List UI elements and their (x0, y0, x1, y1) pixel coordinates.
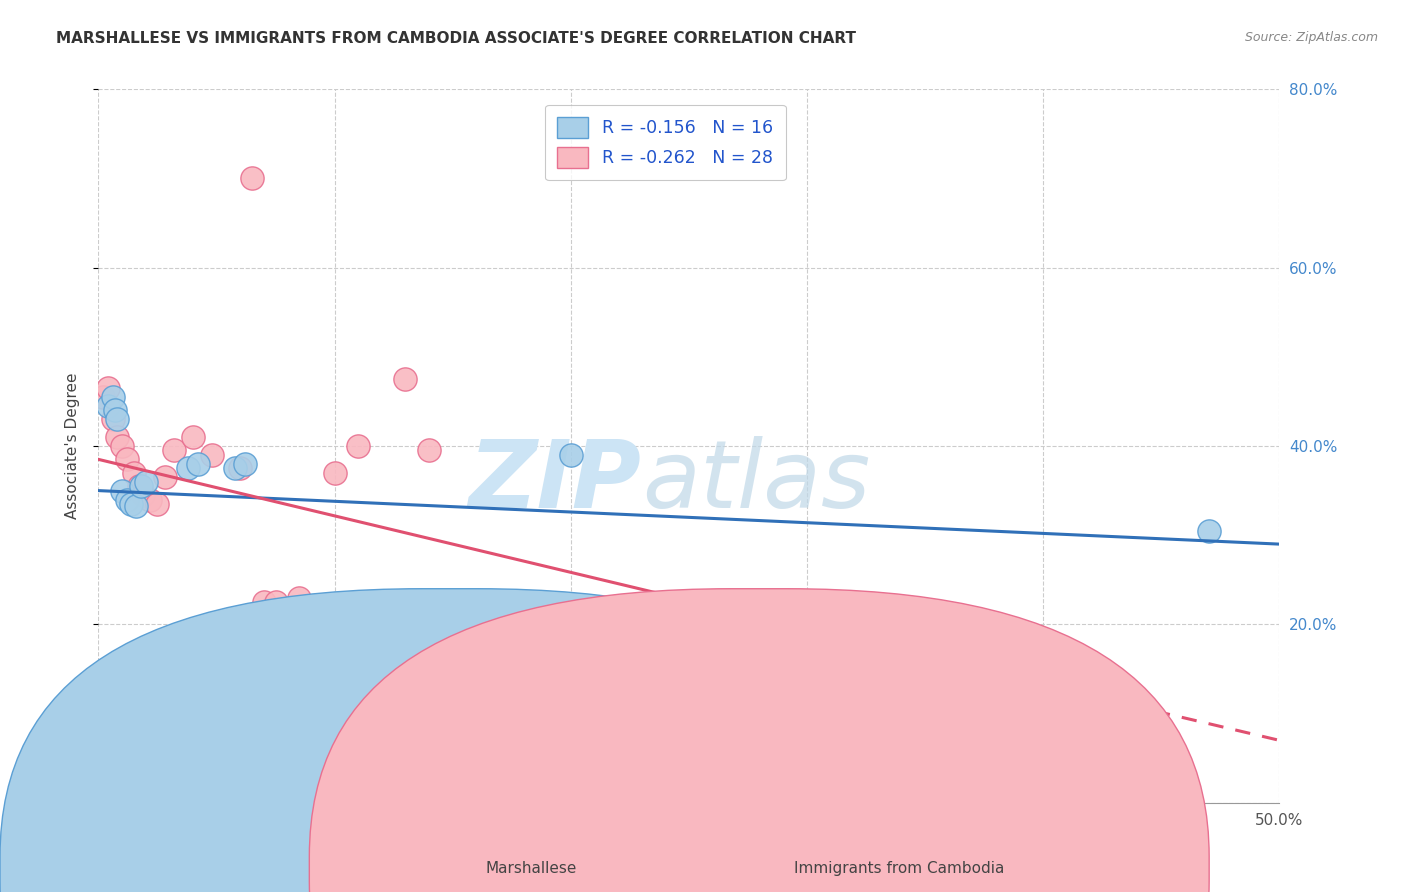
Point (224, 461, 246, 475)
Point (689, 756, 711, 770)
Point (132, 488, 155, 502)
Text: Immigrants from Cambodia: Immigrants from Cambodia (794, 862, 1005, 876)
Point (229, 461, 252, 475)
Point (1008, 742, 1031, 756)
Point (115, 452, 138, 467)
Point (146, 497, 169, 511)
Point (139, 492, 162, 507)
Point (111, 439, 134, 453)
Point (135, 475, 157, 489)
Point (129, 479, 152, 493)
Text: ZIP: ZIP (468, 435, 641, 528)
Text: MARSHALLESE VS IMMIGRANTS FROM CAMBODIA ASSOCIATE'S DEGREE CORRELATION CHART: MARSHALLESE VS IMMIGRANTS FROM CAMBODIA … (56, 31, 856, 46)
Point (91, 390, 114, 404)
Point (111, 483, 134, 498)
Point (101, 412, 124, 426)
Point (101, 390, 124, 404)
Y-axis label: Associate's Degree: Associate's Degree (65, 373, 80, 519)
Point (177, 461, 200, 475)
Point (796, 689, 818, 703)
Point (689, 689, 711, 703)
Legend: R = -0.156   N = 16, R = -0.262   N = 28: R = -0.156 N = 16, R = -0.262 N = 28 (546, 105, 786, 180)
Point (163, 443, 186, 458)
Text: Marshallese: Marshallese (485, 862, 576, 876)
Point (105, 430, 128, 444)
Point (97, 399, 120, 413)
Text: Source: ZipAtlas.com: Source: ZipAtlas.com (1244, 31, 1378, 45)
Point (121, 497, 143, 511)
Point (560, 448, 582, 462)
Point (128, 479, 150, 493)
Point (347, 439, 370, 453)
Point (264, 595, 287, 609)
Point (1198, 524, 1220, 538)
Text: atlas: atlas (641, 436, 870, 527)
Point (105, 412, 128, 426)
Point (240, 171, 263, 186)
Point (125, 499, 148, 513)
Point (104, 403, 127, 417)
Point (153, 470, 176, 484)
Point (115, 492, 138, 507)
Point (323, 466, 346, 480)
Point (97, 381, 120, 395)
Point (122, 466, 145, 480)
Point (187, 457, 209, 471)
Point (288, 591, 311, 605)
Point (418, 443, 440, 458)
Point (181, 430, 204, 444)
Point (201, 448, 224, 462)
Point (394, 372, 416, 386)
Point (253, 595, 276, 609)
Point (233, 457, 256, 471)
